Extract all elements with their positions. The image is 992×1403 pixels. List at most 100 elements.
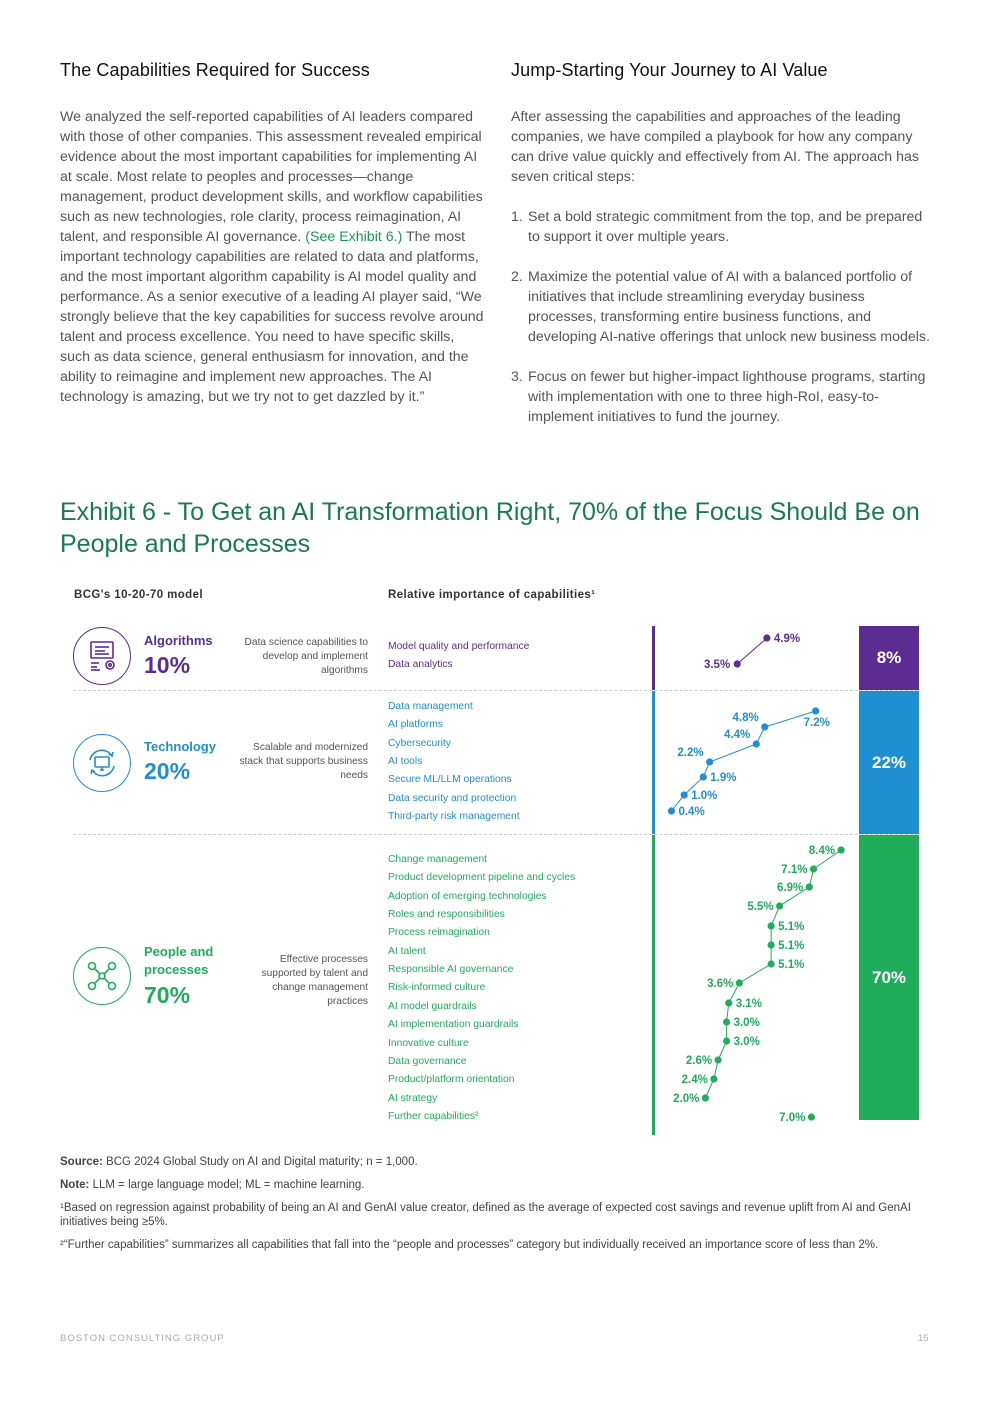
step-number: 3.: [511, 369, 523, 385]
data-point: [805, 883, 813, 891]
capability-label: Data management: [388, 701, 473, 712]
data-point: [699, 773, 707, 781]
technology-share-bar: 22%: [859, 691, 919, 834]
category-percent: 20%: [144, 758, 191, 784]
data-label: 3.0%: [734, 1017, 760, 1029]
data-label: 5.5%: [747, 901, 773, 913]
step-text: Focus on fewer but higher-impact lightho…: [528, 369, 926, 425]
category-name: Algorithms: [144, 633, 213, 648]
monitor-cycle-icon: [73, 734, 131, 792]
data-label: 4.4%: [724, 729, 750, 741]
data-point: [710, 1075, 718, 1083]
category-description: Scalable and modernized stack that suppo…: [239, 742, 368, 781]
capability-label: Data governance: [388, 1055, 467, 1067]
data-label: 2.4%: [682, 1074, 708, 1086]
category-name-line: processes: [144, 962, 209, 977]
series-line: [704, 849, 842, 1099]
page-number: 15: [918, 1333, 929, 1344]
divider: [73, 834, 918, 835]
data-label: 2.2%: [677, 747, 703, 759]
list-item: 1. Set a bold strategic commitment from t…: [511, 207, 936, 247]
technology-axis-line: [652, 691, 655, 834]
notes: Source: BCG 2024 Global Study on AI and …: [60, 1155, 940, 1261]
data-label: 3.6%: [707, 978, 733, 990]
category-name: Technology: [144, 739, 216, 754]
data-label: 5.1%: [778, 921, 804, 933]
capability-label: Responsible AI governance: [388, 964, 514, 976]
data-label: 7.2%: [804, 717, 830, 729]
data-label: 4.8%: [733, 712, 759, 724]
capability-label: AI strategy: [388, 1092, 438, 1104]
data-label: 5.1%: [778, 959, 804, 971]
steps-list: 1. Set a bold strategic commitment from t…: [511, 207, 936, 427]
people-share-bar: 70%: [859, 835, 919, 1120]
data-label: 3.0%: [734, 1036, 760, 1048]
data-point: [733, 660, 741, 668]
divider: [73, 690, 918, 691]
step-number: 1.: [511, 209, 523, 225]
data-point: [761, 723, 769, 731]
data-point: [735, 979, 743, 987]
footnote: ²“Further capabilities” summarizes all c…: [60, 1239, 879, 1251]
data-point: [807, 1113, 815, 1121]
step-text: Set a bold strategic commitment from the…: [528, 209, 923, 245]
data-point: [680, 791, 688, 799]
data-point: [701, 1094, 709, 1102]
note: Note: LLM = large language model; ML = m…: [60, 1178, 940, 1192]
section-body: We analyzed the self-reported capabiliti…: [60, 107, 485, 407]
algorithms-axis-line: [652, 626, 655, 690]
capability-label: AI platforms: [388, 719, 443, 731]
people-axis-line: [652, 835, 655, 1135]
data-label: 8.4%: [809, 845, 835, 857]
exhibit-link[interactable]: (See Exhibit 6.): [305, 229, 403, 245]
data-point: [714, 1056, 722, 1064]
category-percent: 10%: [144, 652, 191, 678]
capability-label: Third-party risk management: [388, 811, 520, 823]
capability-label: Risk-informed culture: [388, 982, 486, 994]
list-item: 3. Focus on fewer but higher-impact light…: [511, 367, 936, 427]
data-label: 7.1%: [781, 864, 807, 876]
capability-label: Data analytics: [388, 659, 453, 671]
step-number: 2.: [511, 269, 523, 285]
capability-label: AI implementation guardrails: [388, 1019, 519, 1031]
left-column: The Capabilities Required for Success We…: [60, 60, 485, 407]
algorithms-share-bar: 8%: [859, 626, 919, 690]
data-label: 5.1%: [778, 940, 804, 952]
category-description: Data science capabilities to develop and…: [244, 637, 368, 676]
data-label: 2.6%: [686, 1055, 712, 1067]
data-point: [776, 902, 784, 910]
data-label: 0.4%: [678, 806, 704, 818]
exhibit-title: Exhibit 6 - To Get an AI Transformation …: [60, 498, 920, 558]
model-header: BCG's 10-20-70 model: [74, 589, 203, 601]
data-point: [763, 634, 771, 642]
step-text: Maximize the potential value of AI with …: [528, 269, 930, 345]
algorithm-icon: [73, 627, 131, 685]
data-label: 6.9%: [777, 882, 803, 894]
data-point: [837, 846, 845, 854]
people-network-icon: [73, 947, 131, 1005]
capability-label: Change management: [388, 854, 488, 865]
section-title: Jump-Starting Your Journey to AI Value: [511, 60, 828, 80]
capability-label: Adoption of emerging technologies: [388, 890, 547, 902]
capability-label: AI model guardrails: [388, 1000, 477, 1012]
data-point: [752, 740, 760, 748]
capability-label: Model quality and performance: [388, 641, 530, 652]
note-label: Note:: [60, 1179, 90, 1191]
body-text: The most important technology capabiliti…: [60, 229, 484, 405]
capability-label: Process reimagination: [388, 927, 490, 939]
capability-label: AI talent: [388, 945, 426, 957]
data-point: [812, 707, 820, 715]
data-point: [767, 960, 775, 968]
capability-label: AI tools: [388, 756, 423, 768]
data-point: [723, 1037, 731, 1045]
data-label: 1.9%: [710, 772, 736, 784]
data-label: 7.0%: [779, 1112, 805, 1124]
capability-label: Roles and responsibilities: [388, 909, 505, 921]
series-line: [736, 637, 768, 665]
data-label: 3.5%: [704, 659, 730, 671]
data-point: [767, 941, 775, 949]
data-label: 2.0%: [673, 1093, 699, 1105]
category-percent: 70%: [144, 982, 191, 1008]
note-text: LLM = large language model; ML = machine…: [89, 1179, 365, 1191]
capability-label: Product development pipeline and cycles: [388, 872, 576, 884]
